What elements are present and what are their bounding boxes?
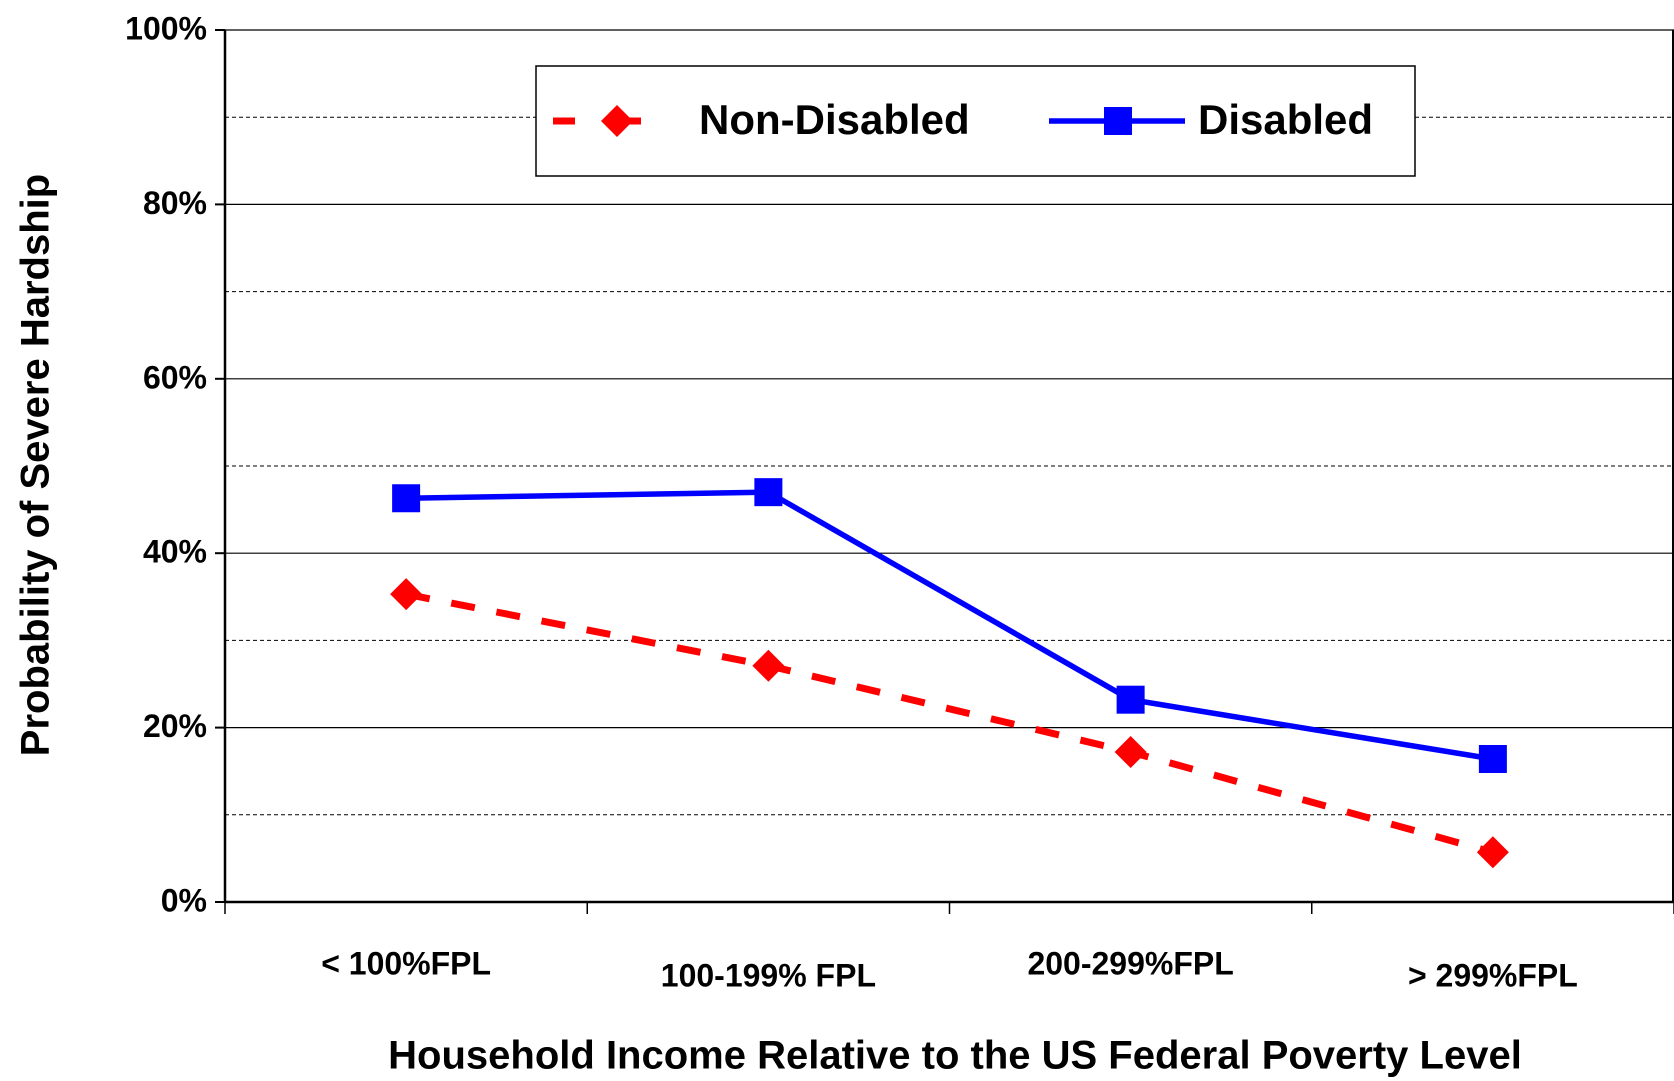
- data-point: [392, 484, 421, 513]
- y-tick-label: 60%: [143, 359, 207, 395]
- series-line: [406, 489, 1494, 762]
- legend-marker: [601, 105, 633, 137]
- y-tick-label: 20%: [143, 708, 207, 744]
- x-tick-label: 200-299%FPL: [1027, 945, 1233, 981]
- data-point: [752, 649, 785, 682]
- legend-marker: [1104, 107, 1132, 135]
- data-point: [754, 478, 783, 507]
- series-line: [405, 590, 1494, 856]
- x-tick-label: > 299%FPL: [1408, 957, 1578, 993]
- data-point: [1478, 744, 1507, 773]
- y-tick-label: 0%: [161, 882, 207, 918]
- x-axis-title: Household Income Relative to the US Fede…: [388, 1034, 1522, 1078]
- data-point: [390, 578, 423, 611]
- y-tick-label: 100%: [125, 10, 207, 46]
- x-tick-label: 100-199% FPL: [661, 957, 876, 993]
- legend-label: Disabled: [1198, 96, 1373, 143]
- x-tick-label: < 100%FPL: [321, 945, 491, 981]
- y-tick-label: 40%: [143, 534, 207, 570]
- legend-label: Non-Disabled: [699, 96, 970, 143]
- legend-box: [535, 65, 1416, 177]
- y-tick-label: 80%: [143, 185, 207, 221]
- data-point: [1114, 736, 1147, 769]
- data-point: [1476, 836, 1509, 869]
- y-axis-title: Probability of Severe Hardship: [14, 174, 58, 756]
- data-point: [1116, 685, 1145, 714]
- legend: Non-Disabled Disabled: [535, 65, 1416, 177]
